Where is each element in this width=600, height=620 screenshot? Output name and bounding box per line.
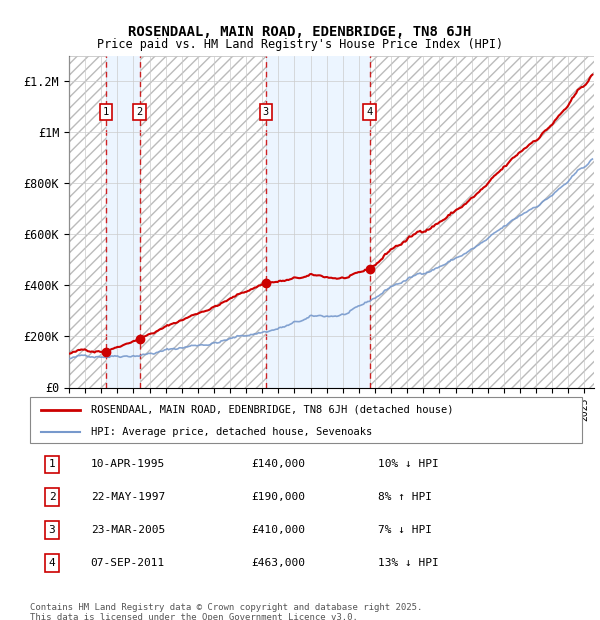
- Bar: [69, 56, 106, 388]
- Text: 4: 4: [49, 558, 55, 568]
- Text: 7% ↓ HPI: 7% ↓ HPI: [378, 525, 432, 535]
- Text: 1: 1: [103, 107, 109, 117]
- Text: 3: 3: [263, 107, 269, 117]
- Bar: [370, 56, 594, 388]
- Text: Price paid vs. HM Land Registry's House Price Index (HPI): Price paid vs. HM Land Registry's House …: [97, 38, 503, 51]
- Text: 4: 4: [367, 107, 373, 117]
- Text: 1: 1: [49, 459, 55, 469]
- Text: £190,000: £190,000: [251, 492, 305, 502]
- Text: 07-SEP-2011: 07-SEP-2011: [91, 558, 165, 568]
- FancyBboxPatch shape: [30, 397, 582, 443]
- Text: ROSENDAAL, MAIN ROAD, EDENBRIDGE, TN8 6JH: ROSENDAAL, MAIN ROAD, EDENBRIDGE, TN8 6J…: [128, 25, 472, 39]
- Text: 8% ↑ HPI: 8% ↑ HPI: [378, 492, 432, 502]
- Text: £140,000: £140,000: [251, 459, 305, 469]
- Text: 10-APR-1995: 10-APR-1995: [91, 459, 165, 469]
- Bar: [106, 56, 140, 388]
- Text: ROSENDAAL, MAIN ROAD, EDENBRIDGE, TN8 6JH (detached house): ROSENDAAL, MAIN ROAD, EDENBRIDGE, TN8 6J…: [91, 405, 453, 415]
- Text: HPI: Average price, detached house, Sevenoaks: HPI: Average price, detached house, Seve…: [91, 427, 372, 436]
- Text: 3: 3: [49, 525, 55, 535]
- Text: 10% ↓ HPI: 10% ↓ HPI: [378, 459, 439, 469]
- Text: £463,000: £463,000: [251, 558, 305, 568]
- Text: 13% ↓ HPI: 13% ↓ HPI: [378, 558, 439, 568]
- Text: Contains HM Land Registry data © Crown copyright and database right 2025.
This d: Contains HM Land Registry data © Crown c…: [30, 603, 422, 620]
- Text: 2: 2: [49, 492, 55, 502]
- Bar: [266, 56, 370, 388]
- Text: 2: 2: [136, 107, 143, 117]
- Bar: [140, 56, 266, 388]
- Text: 22-MAY-1997: 22-MAY-1997: [91, 492, 165, 502]
- Text: £410,000: £410,000: [251, 525, 305, 535]
- Text: 23-MAR-2005: 23-MAR-2005: [91, 525, 165, 535]
